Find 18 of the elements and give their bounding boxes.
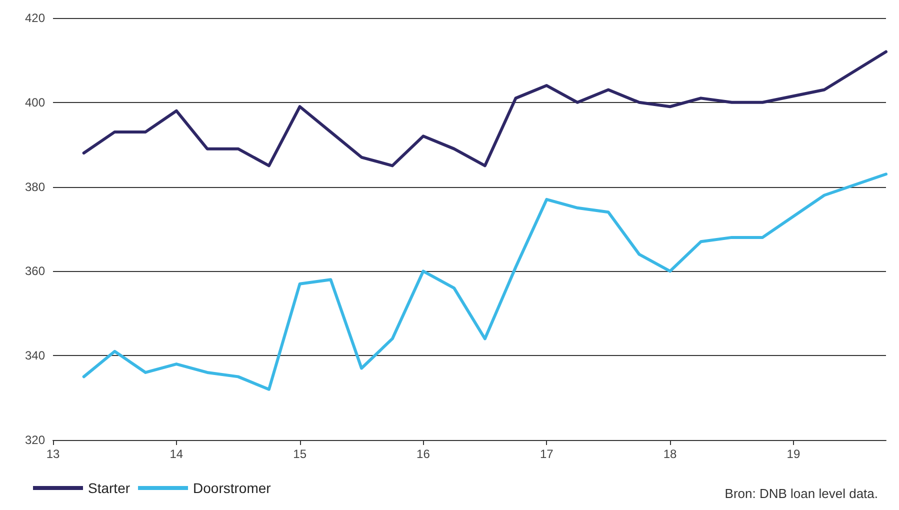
x-tick-label: 14 [170,447,184,461]
line-series [82,50,888,168]
x-tick-label: 18 [663,447,678,461]
y-tick-label: 360 [24,264,46,278]
legend-label: Starter [88,480,130,496]
line-series [82,172,888,391]
x-tick-label: 15 [293,447,307,461]
x-tick-label: 19 [786,447,800,461]
y-tick-label: 380 [24,180,46,194]
legend-label: Doorstromer [193,480,272,496]
y-tick-label: 340 [24,348,46,363]
x-tick-label: 16 [416,447,430,461]
y-tick-label: 320 [24,433,46,447]
x-tick-label: 13 [46,447,60,461]
y-tick-label: 420 [24,11,46,25]
y-tick-label: 400 [24,95,46,110]
text: Bron: DNB loan level data. [724,486,878,501]
x-tick-label: 17 [540,447,554,461]
